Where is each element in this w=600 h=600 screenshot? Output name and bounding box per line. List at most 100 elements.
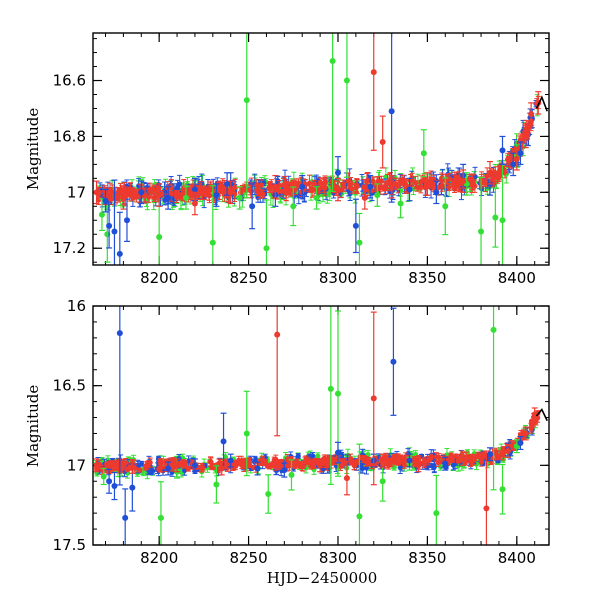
data-point xyxy=(98,211,105,218)
series-points xyxy=(93,33,542,216)
x-tick-label: 8300 xyxy=(319,269,357,287)
data-point xyxy=(266,184,273,190)
data-point xyxy=(513,155,520,162)
x-tick-label: 8250 xyxy=(229,269,267,287)
x-tick-label: 8350 xyxy=(408,549,446,567)
data-point xyxy=(120,194,127,201)
data-point xyxy=(293,180,299,186)
data-point xyxy=(111,228,118,235)
data-point xyxy=(138,189,145,196)
data-point xyxy=(367,183,374,190)
data-point xyxy=(209,239,216,246)
data-point xyxy=(239,186,246,192)
data-point xyxy=(258,182,265,188)
series-points xyxy=(98,33,520,265)
data-point xyxy=(492,214,499,221)
data-point xyxy=(406,186,413,193)
data-point xyxy=(290,203,297,210)
data-point xyxy=(217,186,223,192)
plot-frame xyxy=(92,32,550,266)
data-point xyxy=(156,192,163,199)
data-point xyxy=(173,190,179,196)
y-tick-label: 17 xyxy=(67,456,86,474)
data-point xyxy=(142,192,148,198)
y-tick-label: 17 xyxy=(67,183,86,201)
data-point xyxy=(528,111,535,118)
y-tick-label: 17.5 xyxy=(53,536,86,554)
top-panel: 8200 8250 8300 8350 8400 16.6 16.8 17 17.2 xyxy=(53,32,550,287)
data-point xyxy=(151,195,157,201)
data-point xyxy=(439,178,445,184)
data-point xyxy=(482,180,489,187)
data-point xyxy=(505,157,511,163)
data-point xyxy=(370,69,377,76)
data-point xyxy=(127,191,133,197)
data-point xyxy=(213,192,220,199)
data-point xyxy=(418,178,424,185)
data-point xyxy=(433,189,440,196)
data-point xyxy=(191,186,198,193)
data-point xyxy=(137,467,143,473)
data-point xyxy=(375,178,381,184)
data-point xyxy=(334,169,341,176)
data-point xyxy=(206,192,212,198)
data-point xyxy=(369,178,376,184)
data-point xyxy=(116,250,123,257)
data-point xyxy=(93,189,100,196)
data-point xyxy=(430,464,436,470)
data-point xyxy=(255,188,261,194)
y-tick-label: 16.8 xyxy=(53,127,86,145)
data-point xyxy=(460,178,467,185)
data-point xyxy=(379,139,386,146)
plot-area xyxy=(93,33,548,265)
data-point xyxy=(313,194,320,201)
data-point xyxy=(446,176,453,182)
data-point xyxy=(272,183,279,190)
bottom-panel: 8200 8250 8300 8350 8400 16 16.5 17 17.5 xyxy=(53,297,550,567)
plot-area xyxy=(93,306,548,545)
data-point xyxy=(124,467,130,473)
data-point xyxy=(156,234,163,241)
data-point xyxy=(298,189,305,195)
data-point xyxy=(315,189,321,195)
x-tick-label: 8200 xyxy=(140,549,178,567)
x-tick-label: 8400 xyxy=(498,549,536,567)
data-point xyxy=(138,461,145,467)
data-point xyxy=(451,179,457,185)
y-tick-label: 16.6 xyxy=(53,72,86,90)
x-tick-label: 8250 xyxy=(229,549,267,567)
data-point xyxy=(478,228,485,235)
data-point xyxy=(311,181,317,187)
data-point xyxy=(403,183,409,189)
data-point xyxy=(522,133,529,140)
data-point xyxy=(393,181,399,187)
data-point xyxy=(150,468,156,474)
data-point xyxy=(499,147,506,154)
trend-curve xyxy=(535,95,548,112)
data-point xyxy=(263,245,270,252)
data-point xyxy=(322,180,328,186)
data-point xyxy=(486,169,493,176)
x-tick-label: 8400 xyxy=(498,269,536,287)
data-point xyxy=(343,77,350,84)
data-point xyxy=(348,179,354,186)
x-tick-label: 8300 xyxy=(319,549,357,567)
data-point xyxy=(227,189,234,196)
data-point xyxy=(109,189,115,195)
series-points xyxy=(102,33,524,265)
data-point xyxy=(334,186,341,193)
data-point xyxy=(185,466,192,472)
data-point xyxy=(364,179,370,185)
data-point xyxy=(308,186,314,193)
data-point xyxy=(158,459,164,465)
data-point xyxy=(494,173,500,179)
data-point xyxy=(429,181,435,187)
data-point xyxy=(388,183,395,190)
data-point xyxy=(259,190,265,197)
data-point xyxy=(168,185,175,191)
data-point xyxy=(499,217,506,224)
y-tick-label: 16.5 xyxy=(53,377,86,395)
data-point xyxy=(361,194,368,201)
data-point xyxy=(191,200,198,207)
data-point xyxy=(388,108,395,115)
